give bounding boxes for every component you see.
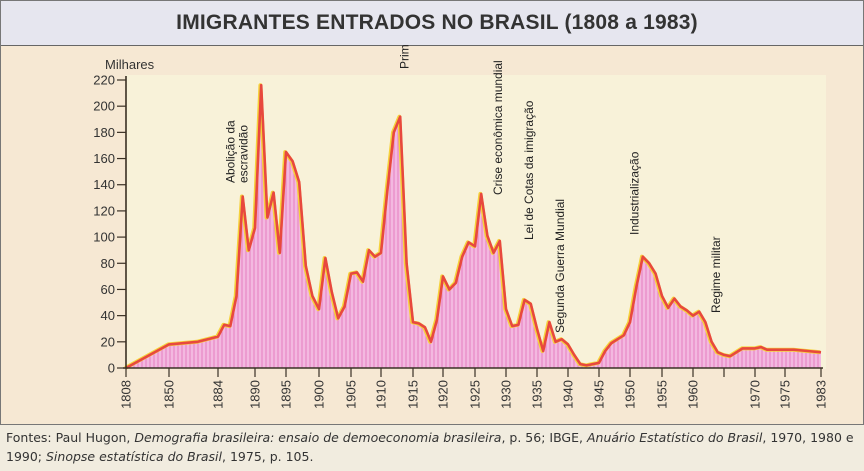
x-tick-label: 1945 <box>592 380 607 409</box>
y-axis-label: Milhares <box>105 57 155 72</box>
annotation-label: Lei de Cotas da imigração <box>522 100 536 240</box>
y-tick-label: 120 <box>93 203 115 218</box>
annotation-label: Segunda Guerra Mundial <box>553 199 567 333</box>
source-title-2: Anuário Estatístico do Brasil <box>586 430 763 445</box>
y-tick-label: 140 <box>93 177 115 192</box>
event-annotation: Regime militar <box>709 236 723 313</box>
y-tick-label: 20 <box>101 334 115 349</box>
chart-area: 0 20 40 60 80 100 120 140 160 180 200 220 1808 1850 18… <box>93 45 829 409</box>
annotation-label: Industrialização <box>627 151 641 235</box>
x-tick-label: 1935 <box>530 380 545 409</box>
source-suffix: , 1975, p. 105. <box>222 449 314 464</box>
x-tick-label: 1905 <box>344 380 359 409</box>
chart-frame: IMIGRANTES ENTRADOS NO BRASIL (1808 a 19… <box>0 0 864 425</box>
x-tick-label: 1808 <box>119 380 134 409</box>
x-tick-label: 1940 <box>561 380 576 409</box>
event-annotation: Abolição da escravidão <box>224 120 251 183</box>
source-mid-1: , p. 56; IBGE, <box>501 430 587 445</box>
x-tick-label: 1900 <box>312 380 327 409</box>
source-note: Fontes: Paul Hugon, Demografia brasileir… <box>6 428 856 466</box>
y-tick-label: 0 <box>108 361 115 376</box>
title-bar: IMIGRANTES ENTRADOS NO BRASIL (1808 a 19… <box>1 1 863 46</box>
event-annotation: Crise econômica mundial <box>491 60 505 195</box>
x-tick-label: 1920 <box>436 380 451 409</box>
annotation-label: escravidão <box>237 125 251 183</box>
x-tick-label: 1975 <box>778 380 793 409</box>
event-annotation: Lei de Cotas da imigração <box>522 100 536 240</box>
annotation-label: Regime militar <box>709 236 723 313</box>
event-annotation: Primeira Guerra Mundial <box>398 45 412 69</box>
x-tick-label: 1955 <box>655 380 670 409</box>
event-annotation: Industrialização <box>627 151 641 235</box>
annotation-label: Primeira Guerra Mundial <box>398 45 412 69</box>
x-tick-label: 1925 <box>468 380 483 409</box>
x-tick-label: 1895 <box>279 380 294 409</box>
x-tick-label: 1930 <box>499 380 514 409</box>
x-tick-label: 1890 <box>248 380 263 409</box>
x-tick-label: 1970 <box>748 380 763 409</box>
annotation-label: Abolição da <box>224 120 238 183</box>
series-line <box>125 83 822 370</box>
source-mid-2: , 1970, 1980 e 1990; <box>6 430 854 464</box>
series-area-fill <box>126 85 821 368</box>
source-title-3: Sinopse estatística do Brasil <box>46 449 223 464</box>
x-tick-label: 1960 <box>686 380 701 409</box>
x-tick-label: 1910 <box>374 380 389 409</box>
source-title-1: Demografia brasileira: ensaio de demoeco… <box>134 430 502 445</box>
y-tick-label: 100 <box>93 230 115 245</box>
y-tick-label: 60 <box>101 282 115 297</box>
y-tick-label: 160 <box>93 151 115 166</box>
annotation-label: Crise econômica mundial <box>491 60 505 195</box>
x-tick-label: 1915 <box>406 380 421 409</box>
chart-title: IMIGRANTES ENTRADOS NO BRASIL (1808 a 19… <box>176 11 698 34</box>
source-prefix: Fontes: Paul Hugon, <box>6 430 135 445</box>
y-tick-label: 40 <box>101 308 115 323</box>
event-annotation: Segunda Guerra Mundial <box>553 199 567 333</box>
x-tick-label: 1950 <box>623 380 638 409</box>
x-tick-label: 1884 <box>211 380 226 409</box>
x-tick-label: 1850 <box>162 380 177 409</box>
y-tick-label: 220 <box>93 73 115 88</box>
x-tick-label: 1983 <box>814 380 829 409</box>
y-tick-label: 200 <box>93 99 115 114</box>
y-tick-label: 180 <box>93 125 115 140</box>
y-tick-label: 80 <box>101 256 115 271</box>
